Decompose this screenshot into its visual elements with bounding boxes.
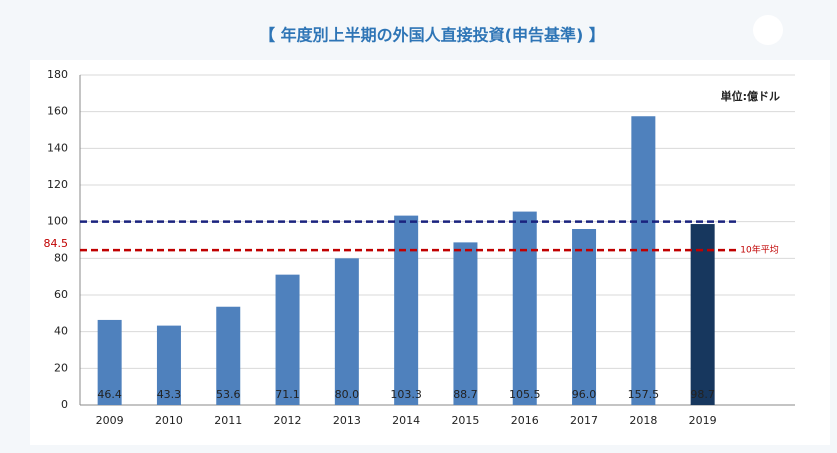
value-label: 96.0 [572, 388, 597, 401]
bar [453, 242, 478, 405]
x-tick-label: 2012 [274, 414, 302, 427]
y-tick-label: 20 [54, 361, 68, 374]
x-tick-label: 2015 [451, 414, 479, 427]
x-tick-label: 2017 [570, 414, 598, 427]
x-tick-label: 2018 [629, 414, 657, 427]
value-label: 157.5 [628, 388, 660, 401]
x-tick-label: 2009 [96, 414, 124, 427]
x-tick-label: 2011 [214, 414, 242, 427]
y-tick-label: 60 [54, 288, 68, 301]
value-label: 105.5 [509, 388, 541, 401]
y-tick-label: 0 [61, 398, 68, 411]
value-label: 43.3 [157, 388, 182, 401]
value-label: 46.4 [97, 388, 122, 401]
bar [572, 229, 597, 405]
decoration [753, 15, 783, 45]
value-label: 53.6 [216, 388, 241, 401]
y-tick-label: 80 [54, 251, 68, 264]
x-tick-label: 2019 [689, 414, 717, 427]
value-label: 103.3 [390, 388, 422, 401]
y-tick-label: 180 [47, 68, 68, 81]
bar [631, 116, 656, 405]
x-tick-label: 2013 [333, 414, 361, 427]
y-tick-label: 140 [47, 141, 68, 154]
x-tick-label: 2016 [511, 414, 539, 427]
x-tick-label: 2010 [155, 414, 183, 427]
bar [97, 319, 122, 405]
y-tick-label: 160 [47, 105, 68, 118]
y-tick-label: 120 [47, 178, 68, 191]
value-label: 88.7 [453, 388, 478, 401]
value-label: 71.1 [275, 388, 300, 401]
y-tick-label: 100 [47, 215, 68, 228]
y-tick-label: 40 [54, 325, 68, 338]
unit-label: 単位:億ドル [721, 89, 780, 103]
reference-label: 84.5 [44, 237, 69, 250]
reference-note: 10年平均 [740, 244, 778, 256]
x-tick-label: 2014 [392, 414, 420, 427]
bar [394, 215, 419, 405]
bar [216, 306, 241, 405]
value-label: 98.7 [690, 388, 715, 401]
chart-title: 【 年度別上半期の外国人直接投資(申告基準) 】 [259, 26, 605, 45]
value-label: 80.0 [335, 388, 360, 401]
bar [156, 325, 181, 405]
bar [334, 258, 359, 405]
bar [512, 211, 537, 405]
bar [690, 224, 715, 405]
bar [275, 274, 300, 405]
